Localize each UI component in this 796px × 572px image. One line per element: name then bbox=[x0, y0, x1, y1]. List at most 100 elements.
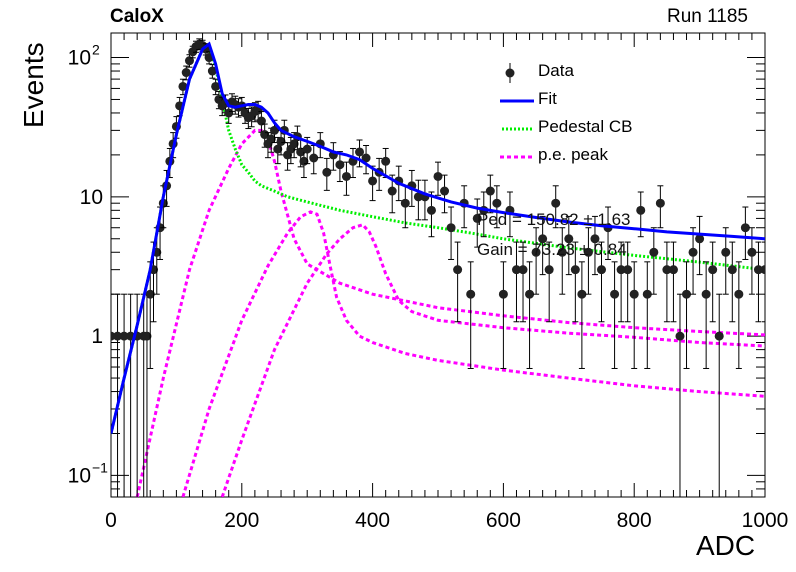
y-tick-label-exponent: 2 bbox=[92, 42, 100, 58]
y-tick-label-exponent: −1 bbox=[92, 459, 108, 475]
data-point bbox=[387, 186, 397, 196]
data-point bbox=[335, 160, 345, 170]
y-tick-label: 10 bbox=[68, 47, 91, 70]
data-point bbox=[740, 223, 750, 233]
data-point bbox=[207, 66, 217, 76]
legend-line-pe-peak bbox=[500, 155, 534, 159]
x-tick-label: 200 bbox=[224, 509, 259, 532]
y-tick-label: 10 bbox=[80, 186, 103, 209]
data-point bbox=[119, 331, 129, 341]
data-point bbox=[662, 265, 672, 275]
x-tick-label: 1000 bbox=[742, 509, 789, 532]
data-point bbox=[525, 289, 535, 299]
data-point bbox=[113, 331, 123, 341]
data-point bbox=[302, 144, 312, 154]
data-point bbox=[492, 198, 502, 208]
data-point bbox=[551, 198, 561, 208]
legend-marker-data bbox=[505, 63, 515, 83]
y-tick-label: 1 bbox=[91, 325, 103, 348]
data-point bbox=[583, 247, 593, 257]
data-point bbox=[721, 247, 731, 257]
fit-result-ped: Ped = 150.82 ± 1.63 bbox=[477, 210, 631, 229]
data-point bbox=[636, 205, 646, 215]
data-point bbox=[538, 234, 548, 244]
data-point bbox=[181, 68, 191, 78]
pe-peak-curve-2 bbox=[181, 210, 765, 497]
data-point bbox=[453, 265, 463, 275]
data-point bbox=[309, 153, 319, 163]
data-point bbox=[747, 247, 757, 257]
data-point bbox=[426, 205, 436, 215]
legend-label-fit: Fit bbox=[538, 89, 557, 108]
legend-item-fit: Fit bbox=[500, 88, 700, 114]
data-point bbox=[518, 265, 528, 275]
data-point bbox=[178, 81, 188, 91]
legend-line-pedestal bbox=[500, 127, 534, 131]
data-point bbox=[466, 289, 476, 299]
data-point bbox=[649, 247, 659, 257]
pedestal-curve bbox=[111, 44, 765, 434]
data-point bbox=[531, 247, 541, 257]
data-point bbox=[570, 265, 580, 275]
data-point bbox=[753, 265, 763, 275]
data-point bbox=[714, 331, 724, 341]
legend-label-pedestal: Pedestal CB bbox=[538, 117, 633, 136]
data-point bbox=[577, 289, 587, 299]
data-point bbox=[273, 144, 283, 154]
data-point bbox=[256, 116, 266, 126]
x-tick-label: 800 bbox=[617, 509, 652, 532]
data-point bbox=[446, 223, 456, 233]
legend-line-fit bbox=[500, 99, 534, 103]
data-point bbox=[270, 125, 279, 135]
legend-label-pe-peak: p.e. peak bbox=[538, 145, 608, 164]
data-point bbox=[472, 213, 482, 223]
data-point bbox=[498, 289, 508, 299]
data-point bbox=[322, 167, 332, 177]
data-point bbox=[688, 247, 698, 257]
data-point bbox=[485, 186, 495, 196]
data-point bbox=[413, 192, 423, 202]
data-point bbox=[682, 289, 692, 299]
data-point bbox=[610, 289, 620, 299]
data-point bbox=[341, 171, 351, 181]
data-point bbox=[701, 289, 711, 299]
data-point bbox=[695, 234, 705, 244]
data-point bbox=[355, 147, 365, 157]
data-point bbox=[623, 265, 633, 275]
data-point bbox=[629, 289, 639, 299]
data-point bbox=[184, 56, 194, 66]
data-point bbox=[381, 156, 391, 166]
x-tick-label: 0 bbox=[105, 509, 117, 532]
data-point bbox=[440, 186, 450, 196]
fit-result-gain: Gain = 73.23 ± 0.84 bbox=[477, 240, 627, 259]
x-tick-label: 400 bbox=[355, 509, 390, 532]
data-point bbox=[590, 234, 600, 244]
data-point bbox=[557, 247, 567, 257]
data-point bbox=[145, 289, 155, 299]
data-point bbox=[616, 265, 626, 275]
legend-item-pedestal: Pedestal CB bbox=[500, 116, 700, 142]
data-point bbox=[211, 81, 221, 91]
data-point bbox=[224, 108, 234, 118]
data-point bbox=[511, 265, 521, 275]
experiment-label: CaloX bbox=[110, 6, 164, 27]
data-point bbox=[760, 265, 765, 275]
data-point bbox=[266, 134, 276, 144]
data-point bbox=[597, 265, 606, 275]
data-point bbox=[708, 265, 718, 275]
x-axis-title: ADC bbox=[696, 530, 756, 561]
pe-peak-curve-1 bbox=[135, 128, 765, 497]
data-point bbox=[400, 198, 410, 208]
data-point bbox=[142, 331, 152, 341]
data-point bbox=[564, 234, 574, 244]
data-point bbox=[675, 331, 685, 341]
data-point bbox=[368, 176, 378, 186]
x-tick-label: 600 bbox=[486, 509, 521, 532]
pe-peak-curve-3 bbox=[220, 223, 765, 497]
legend-item-pe-peak: p.e. peak bbox=[500, 144, 700, 170]
data-point bbox=[276, 136, 286, 146]
data-point bbox=[361, 153, 371, 163]
data-point bbox=[289, 139, 299, 149]
run-label: Run 1185 bbox=[667, 6, 748, 27]
